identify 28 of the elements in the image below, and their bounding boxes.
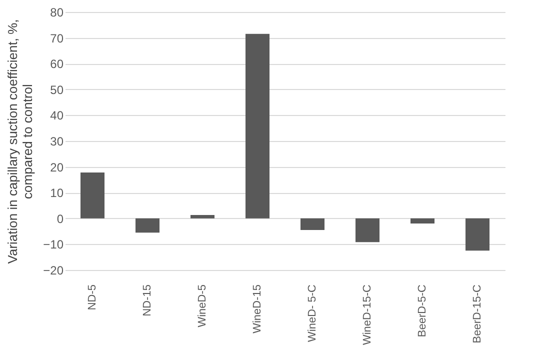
x-tick-label: WineD- 5-C xyxy=(306,284,318,342)
bar xyxy=(190,215,214,218)
x-tick-label: ND-15 xyxy=(142,284,154,316)
y-tick-label: −10 xyxy=(43,238,64,252)
x-tick-label: BeerD-15-C xyxy=(472,284,484,344)
bar xyxy=(80,172,104,218)
y-tick-label: 70 xyxy=(50,31,64,46)
y-axis-title: Variation in capillary suction coefficient, %, compared to control xyxy=(5,19,36,264)
x-tick-label: ND-5 xyxy=(86,284,98,310)
bar xyxy=(136,218,160,233)
x-tick-label: WineD-15 xyxy=(252,284,264,334)
y-tick-label: 60 xyxy=(50,57,64,72)
x-tick-label: BeerD-5-C xyxy=(416,284,428,338)
y-tick-label: 80 xyxy=(50,6,64,20)
y-tick-label: −20 xyxy=(43,264,64,278)
y-tick-label: 50 xyxy=(50,82,64,97)
y-tick-label: 30 xyxy=(50,134,64,148)
y-tick-label: 40 xyxy=(50,108,64,123)
x-tick-label: WineD-5 xyxy=(196,284,208,328)
bar xyxy=(356,218,380,242)
x-tick-label: WineD-15-C xyxy=(362,284,374,346)
bar xyxy=(466,218,490,251)
y-tick-label: 0 xyxy=(56,212,64,226)
bar xyxy=(300,218,324,230)
y-tick-label: 10 xyxy=(50,186,64,200)
y-tick-label: 20 xyxy=(50,160,64,174)
bar xyxy=(246,34,270,218)
bar xyxy=(410,218,434,224)
